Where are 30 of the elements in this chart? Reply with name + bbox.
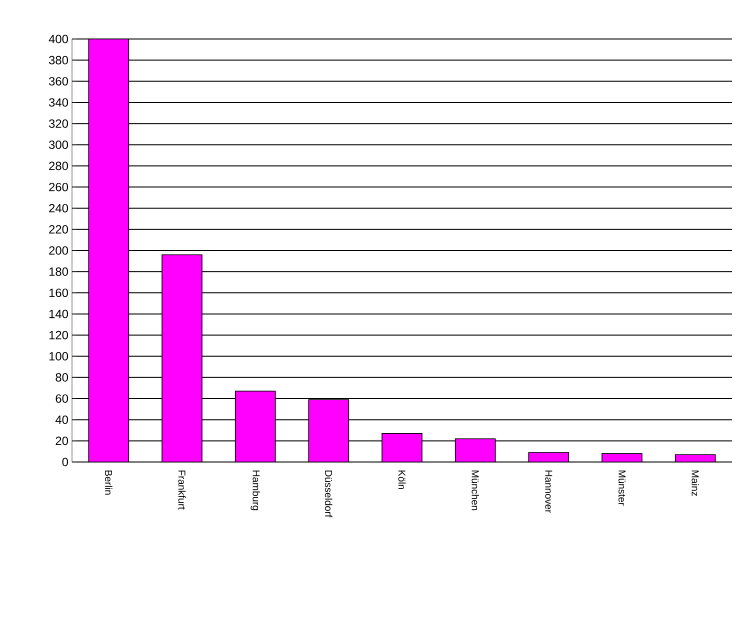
x-tick-label: Frankfurt	[178, 470, 186, 510]
x-tick-label: Köln	[398, 470, 406, 490]
y-tick-label: 80	[56, 373, 68, 382]
y-tick-label: 180	[49, 267, 68, 276]
y-tick-label: 240	[49, 204, 68, 212]
y-tick-label: 140	[49, 310, 68, 318]
x-tick-label: München	[472, 470, 479, 510]
y-tick-label: 220	[49, 225, 68, 234]
y-tick-label: 360	[48, 77, 68, 86]
y-tick-label: 100	[49, 352, 68, 360]
y-tick-label: 340	[48, 98, 68, 107]
y-tick-label: 200	[49, 246, 68, 255]
x-tick-label: Hamburg	[250, 470, 260, 510]
x-tick-label: Hannover	[545, 470, 552, 513]
y-tick-label: 40	[55, 415, 68, 424]
y-tick-label: 120	[49, 330, 68, 340]
y-tick-label: 320	[48, 119, 68, 128]
x-tick-label: Düsseldorf	[325, 470, 332, 518]
y-tick-label: 280	[49, 162, 68, 170]
y-tick-label: 400	[48, 34, 68, 44]
y-tick-label: 300	[48, 140, 68, 149]
y-tick-label: 260	[49, 182, 68, 192]
y-tick-label: 380	[48, 56, 68, 64]
x-tick-label: Berlin	[105, 470, 112, 495]
y-tick-label: 60	[56, 394, 68, 403]
y-tick-label: 160	[49, 288, 68, 298]
y-tick-label: 0	[62, 458, 68, 466]
x-tick-label: Münster	[618, 470, 626, 506]
x-tick-label: Mainz	[692, 470, 699, 496]
y-tick-label: 20	[56, 436, 68, 446]
